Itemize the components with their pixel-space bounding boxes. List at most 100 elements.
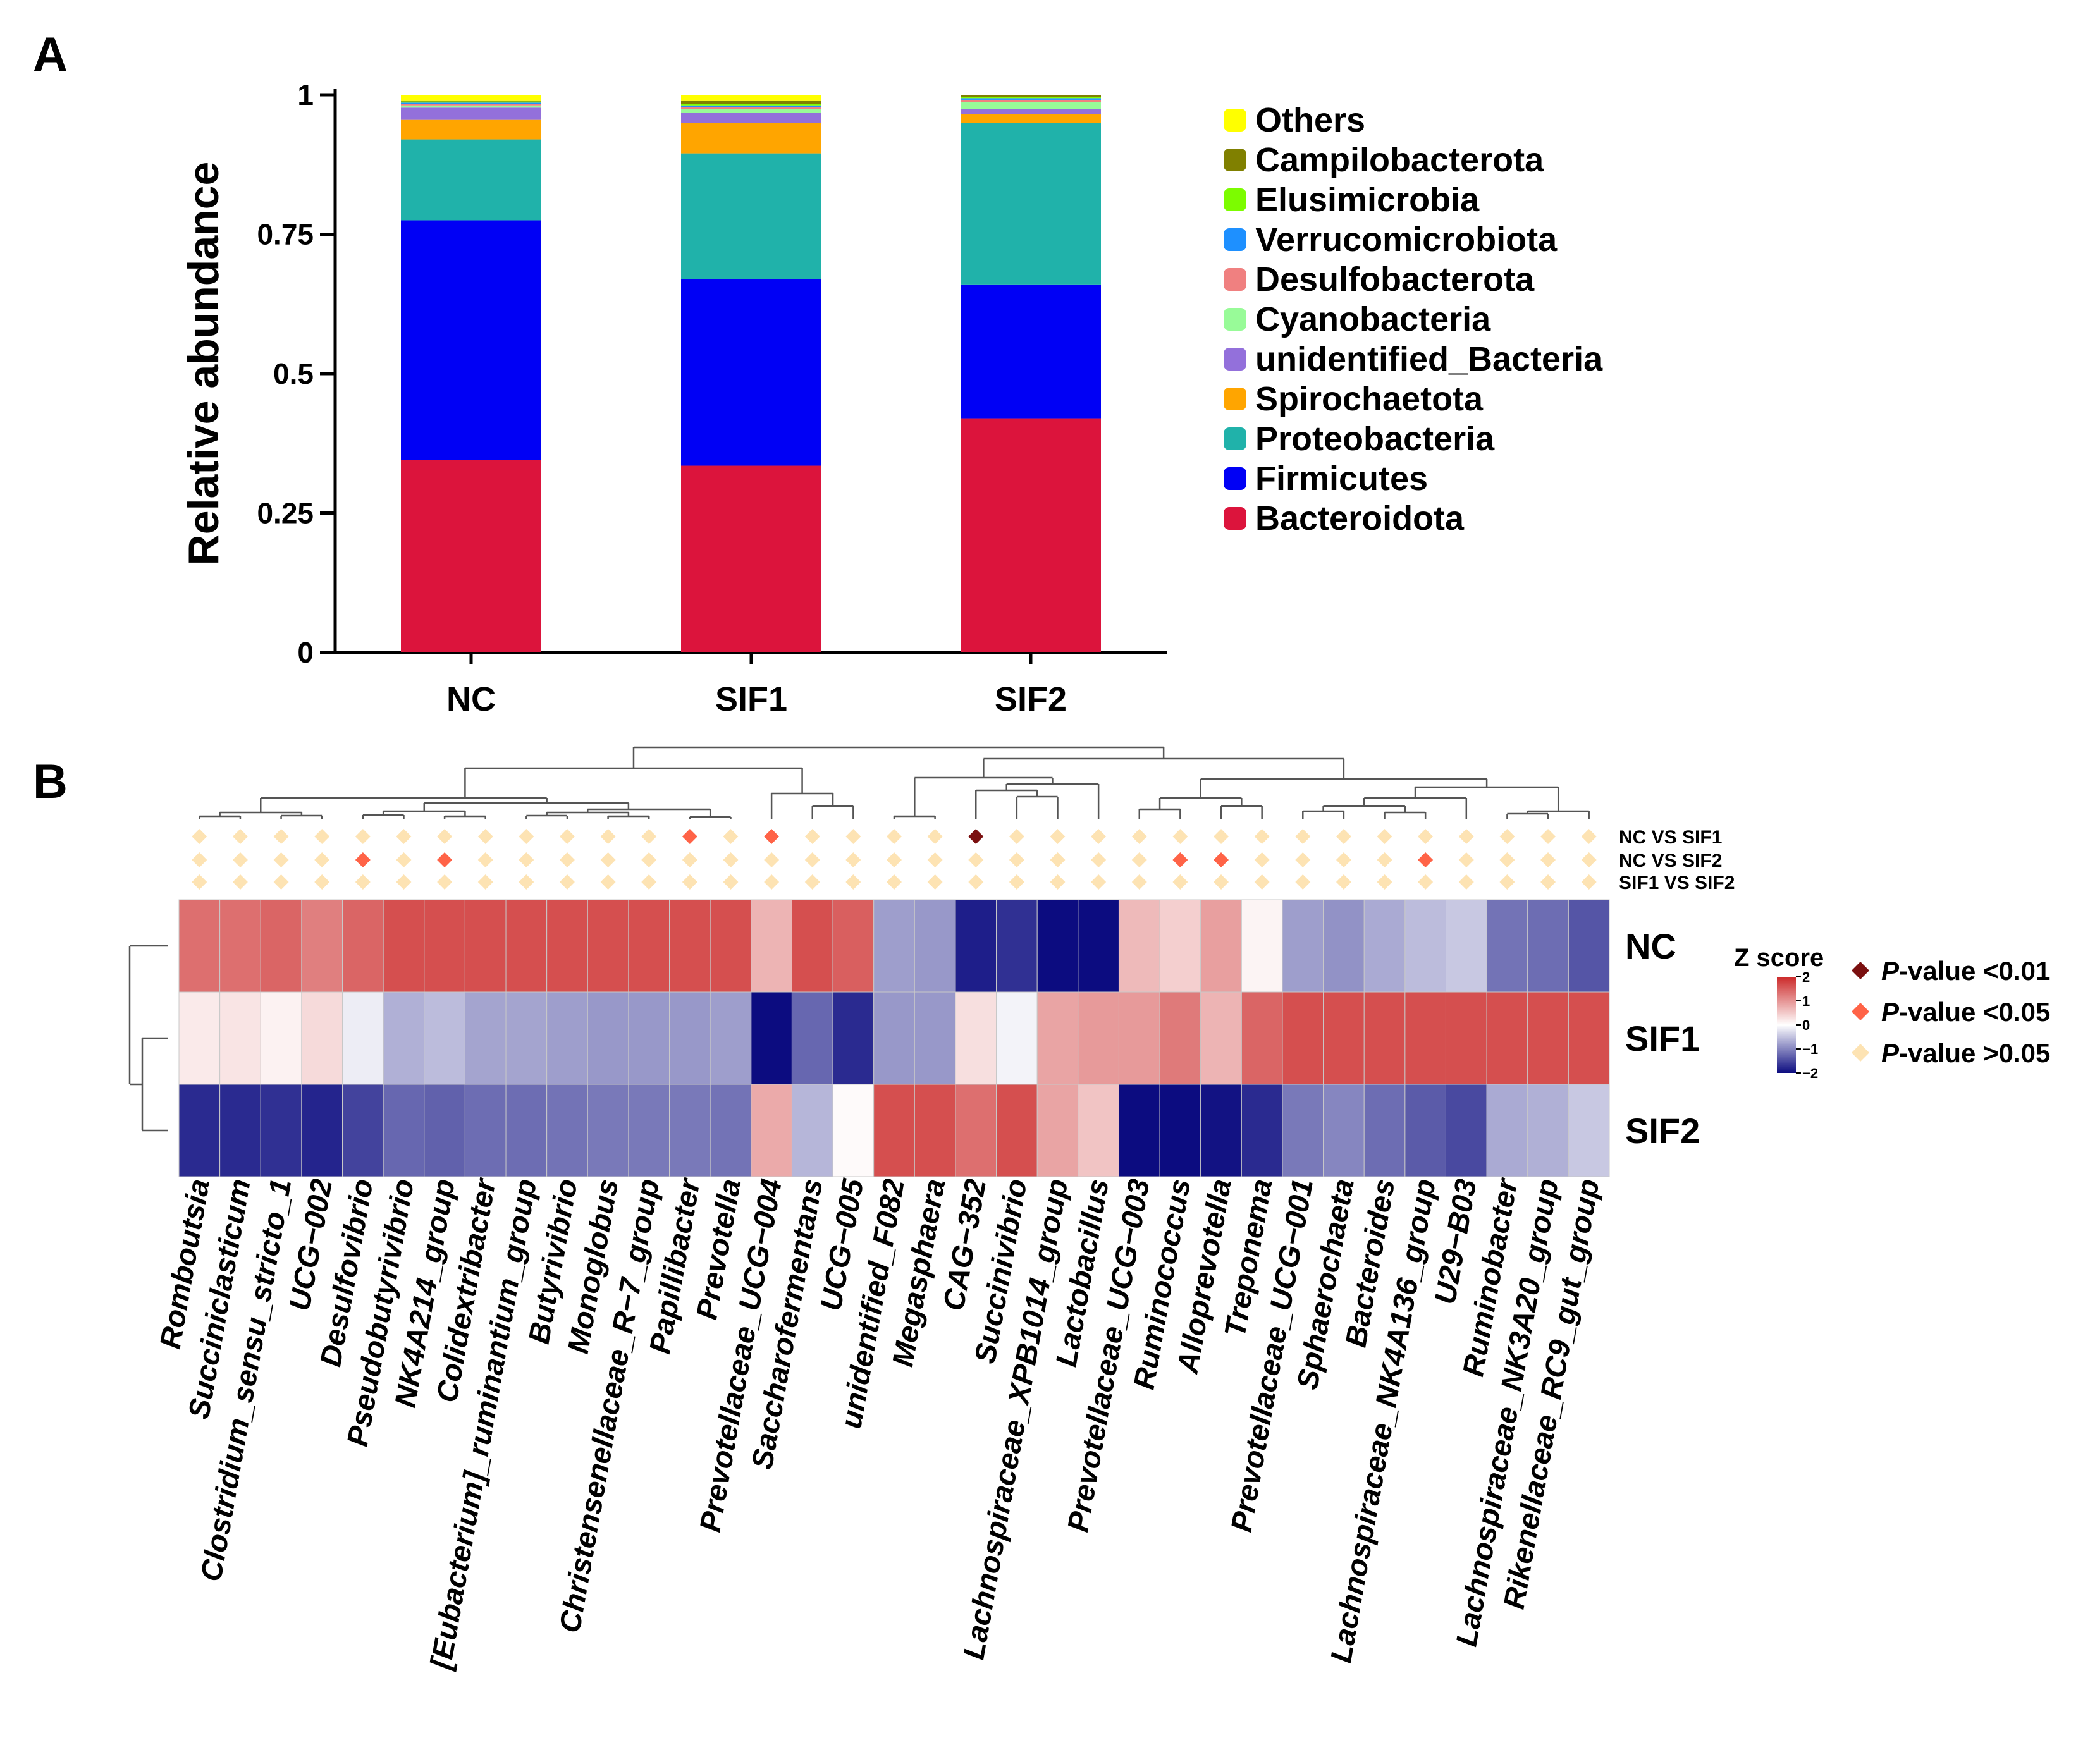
significance-marker bbox=[968, 874, 984, 890]
comparison-label: NC VS SIF1 bbox=[1619, 827, 1722, 848]
bar-segment bbox=[961, 114, 1101, 123]
legend-label: Spirochaetota bbox=[1255, 380, 1484, 418]
significance-marker bbox=[232, 829, 248, 844]
heatmap-cell bbox=[342, 899, 384, 993]
y-tick-label: 0.5 bbox=[273, 357, 314, 390]
legend-label: Bacteroidota bbox=[1255, 499, 1465, 537]
bar-segment bbox=[961, 284, 1101, 419]
heatmap-cell bbox=[669, 899, 711, 993]
row-dendrogram bbox=[128, 945, 168, 1132]
bar-segment bbox=[401, 102, 541, 104]
zscore-tick-label: −2 bbox=[1802, 1065, 1818, 1081]
x-category-label: SIF2 bbox=[995, 680, 1067, 718]
significance-marker bbox=[519, 829, 534, 844]
heatmap-cell bbox=[342, 1084, 384, 1177]
heatmap-cell bbox=[873, 1084, 915, 1177]
significance-marker bbox=[477, 874, 493, 890]
y-axis-title: Relative abundance bbox=[180, 162, 228, 566]
significance-marker bbox=[232, 874, 248, 890]
significance-marker bbox=[1254, 874, 1270, 890]
heatmap-cell bbox=[1159, 991, 1201, 1085]
comparison-label: NC VS SIF2 bbox=[1619, 850, 1722, 871]
heatmap-cell bbox=[751, 991, 792, 1085]
heatmap-cell bbox=[1404, 1084, 1446, 1177]
legend-label: Cyanobacteria bbox=[1255, 300, 1491, 338]
significance-marker bbox=[1458, 874, 1474, 890]
heatmap-cell bbox=[1323, 899, 1365, 993]
stacked-bar-chart: Relative abundance 0 0.25 0.5 0.75 1 NC SIF1 S… bbox=[180, 78, 1603, 718]
significance-marker bbox=[1581, 852, 1597, 867]
bar-segment bbox=[681, 95, 821, 101]
legend-swatch bbox=[1224, 507, 1246, 530]
significance-marker bbox=[845, 829, 861, 844]
significance-marker bbox=[1214, 829, 1229, 844]
heatmap-cell bbox=[1445, 991, 1487, 1085]
legend-label: Verrucomicrobiota bbox=[1255, 221, 1558, 259]
heatmap-cell bbox=[751, 899, 792, 993]
bar-segment bbox=[681, 113, 821, 123]
bar-segment bbox=[401, 100, 541, 102]
significance-marker bbox=[1581, 829, 1597, 844]
heatmap-cell bbox=[1282, 991, 1324, 1085]
heatmap-cell bbox=[1282, 899, 1324, 993]
heatmap-cell bbox=[1078, 899, 1119, 993]
heatmap-cell bbox=[955, 899, 997, 993]
significance-marker bbox=[437, 829, 453, 844]
significance-marker bbox=[927, 852, 943, 867]
legend-swatch bbox=[1224, 348, 1246, 371]
significance-marker bbox=[600, 874, 616, 890]
y-tick-label: 1 bbox=[297, 78, 314, 111]
comparison-label: SIF1 VS SIF2 bbox=[1619, 873, 1735, 893]
heatmap-cell bbox=[178, 1084, 221, 1177]
heatmap-cell bbox=[914, 991, 956, 1085]
heatmap-cell bbox=[587, 1084, 629, 1177]
heatmap-cell bbox=[1486, 1084, 1528, 1177]
heatmap-cell bbox=[1445, 899, 1487, 993]
heatmap-cell bbox=[710, 991, 752, 1085]
significance-marker bbox=[1091, 829, 1107, 844]
legend-swatch bbox=[1224, 427, 1246, 450]
bar-segment bbox=[681, 105, 821, 107]
bar-segment bbox=[401, 107, 541, 120]
bar-segment bbox=[681, 123, 821, 154]
significance-marker bbox=[1091, 852, 1107, 867]
pvalue-legend-text: -value >0.05 bbox=[1899, 1038, 2050, 1068]
pvalue-legend: P-value <0.01P-value <0.05P-value >0.05 bbox=[1852, 956, 2050, 1068]
bar-segment bbox=[401, 95, 541, 101]
pvalue-legend-label: P-value <0.05 bbox=[1881, 997, 2050, 1027]
significance-marker bbox=[437, 874, 453, 890]
significance-marker bbox=[1581, 874, 1597, 890]
significance-marker bbox=[1458, 852, 1474, 867]
heatmap-cell bbox=[955, 1084, 997, 1177]
zscore-title: Z score bbox=[1734, 944, 1824, 972]
pvalue-legend-text: -value <0.05 bbox=[1899, 997, 2050, 1027]
significance-marker bbox=[355, 852, 371, 867]
heatmap-cell bbox=[1241, 1084, 1283, 1177]
legend: OthersCampilobacterotaElusimicrobiaVerru… bbox=[1224, 101, 1603, 537]
heatmap-cell bbox=[505, 991, 548, 1085]
heatmap-cell bbox=[955, 991, 997, 1085]
legend-swatch bbox=[1224, 149, 1246, 171]
heatmap-cell bbox=[1078, 991, 1119, 1085]
significance-marker bbox=[1458, 829, 1474, 844]
pvalue-legend-swatch bbox=[1852, 1003, 1869, 1020]
heatmap-cell bbox=[710, 1084, 752, 1177]
significance-marker bbox=[559, 852, 575, 867]
heatmap-cell bbox=[301, 1084, 343, 1177]
significance-marker bbox=[396, 874, 412, 890]
heatmap-cell bbox=[914, 1084, 956, 1177]
heatmap-cell bbox=[1568, 991, 1610, 1085]
y-tick-label: 0.25 bbox=[257, 497, 314, 530]
significance-marker bbox=[1499, 874, 1515, 890]
significance-marker bbox=[314, 852, 330, 867]
zscore-tick-label: 2 bbox=[1802, 969, 1810, 985]
panel-a-label: A bbox=[33, 28, 68, 82]
significance-marker bbox=[1377, 829, 1392, 844]
significance-marker bbox=[1172, 852, 1188, 867]
significance-marker bbox=[1377, 852, 1392, 867]
heatmap-cell bbox=[505, 899, 548, 993]
bar-segment bbox=[401, 460, 541, 652]
heatmap-cell bbox=[1363, 899, 1406, 993]
heatmap-cell bbox=[791, 1084, 833, 1177]
